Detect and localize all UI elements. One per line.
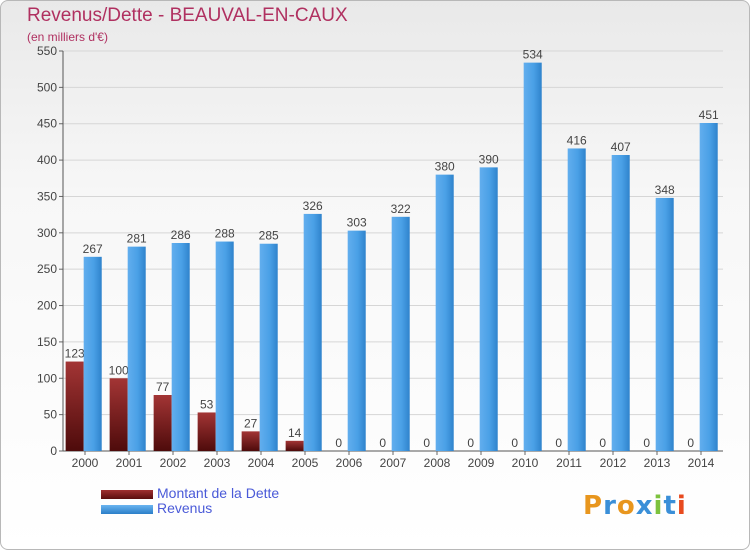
data-label-debt: 27 [244,416,258,430]
x-tick-label: 2011 [556,456,582,470]
bar-revenue [303,213,322,451]
data-label-revenue: 285 [259,229,279,243]
y-tick-label: 150 [37,335,57,349]
data-label-revenue: 326 [303,199,323,213]
data-label-revenue: 348 [655,183,675,197]
data-label-revenue: 303 [347,216,367,230]
data-label-debt: 0 [687,436,694,450]
bar-revenue [435,174,454,452]
y-tick-label: 300 [37,226,57,240]
x-tick-label: 2000 [72,456,99,470]
bar-revenue [655,197,674,451]
legend-label-debt: Montant de la Dette [157,485,280,501]
bar-revenue [699,123,718,451]
x-tick-label: 2002 [160,456,187,470]
bar-revenue [259,243,278,451]
y-tick-label: 50 [44,408,58,422]
y-tick-label: 200 [37,299,57,313]
bar-revenue [523,62,542,452]
x-tick-label: 2007 [380,456,407,470]
data-label-debt: 0 [643,436,650,450]
bar-debt [197,412,216,451]
x-tick-label: 2008 [424,456,451,470]
bar-revenue [171,243,190,451]
data-label-debt: 100 [109,363,129,377]
data-label-debt: 53 [200,397,214,411]
bar-revenue [83,256,102,451]
data-label-debt: 0 [555,436,562,450]
logo-letter: i [676,491,687,521]
bar-debt [285,440,304,451]
bar-revenue [127,246,146,451]
bar-debt [65,361,84,451]
x-tick-label: 2003 [204,456,231,470]
data-label-debt: 0 [599,436,606,450]
logo-letter: o [616,491,636,521]
chart-subtitle: (en milliers d'€) [27,30,108,44]
data-label-debt: 0 [467,436,474,450]
chart-title: Revenus/Dette - BEAUVAL-EN-CAUX [27,5,348,26]
x-tick-label: 2004 [248,456,275,470]
data-label-revenue: 380 [435,160,455,174]
data-label-revenue: 390 [479,152,499,166]
x-tick-label: 2001 [116,456,143,470]
y-tick-label: 450 [37,117,57,131]
data-label-debt: 0 [379,436,386,450]
logo-letter: t [663,491,677,521]
data-label-debt: 77 [156,380,170,394]
bar-revenue [215,241,234,451]
data-label-revenue: 322 [391,202,411,216]
x-tick-label: 2013 [644,456,671,470]
bar-revenue [347,230,366,451]
data-label-revenue: 451 [699,108,719,122]
y-tick-label: 400 [37,153,57,167]
data-label-revenue: 416 [567,133,587,147]
legend-swatch-revenue [101,505,153,514]
bar-debt [241,431,260,451]
x-tick-label: 2009 [468,456,495,470]
logo-letter: x [635,491,654,521]
data-label-debt: 0 [335,436,342,450]
data-label-revenue: 534 [523,48,543,62]
y-tick-label: 500 [37,80,57,94]
data-label-revenue: 407 [611,140,631,154]
data-label-revenue: 288 [215,227,235,241]
x-tick-label: 2014 [688,456,715,470]
data-label-revenue: 267 [83,242,103,256]
y-tick-label: 550 [37,44,57,58]
bar-revenue [567,148,586,452]
y-tick-label: 350 [37,189,57,203]
x-tick-label: 2006 [336,456,363,470]
y-tick-label: 250 [37,262,57,276]
data-label-debt: 123 [65,347,85,361]
logo-letter: r [603,491,617,521]
data-label-revenue: 286 [171,228,191,242]
bar-revenue [479,167,498,451]
y-tick-label: 100 [37,371,57,385]
data-label-debt: 0 [423,436,430,450]
bar-revenue [611,155,630,451]
legend-swatch-debt [101,490,153,499]
x-tick-label: 2005 [292,456,319,470]
y-tick-label: 0 [50,444,57,458]
logo-letter: P [583,491,604,521]
x-tick-label: 2010 [512,456,539,470]
data-label-revenue: 281 [127,232,147,246]
data-label-debt: 14 [288,426,302,440]
bar-debt [109,378,128,451]
x-tick-label: 2012 [600,456,627,470]
bar-debt [153,395,172,451]
logo-letter: i [653,491,664,521]
legend-label-revenue: Revenus [157,500,213,516]
bar-revenue [391,216,410,451]
data-label-debt: 0 [511,436,518,450]
proxiti-logo: Proxiti [583,491,687,521]
